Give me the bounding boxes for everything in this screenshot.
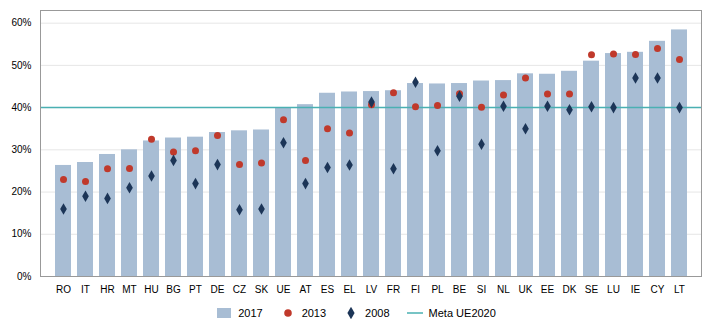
svg-text:UK: UK	[519, 284, 533, 295]
svg-text:CY: CY	[651, 284, 665, 295]
svg-text:60%: 60%	[11, 17, 31, 28]
svg-text:30%: 30%	[11, 144, 31, 155]
svg-text:DE: DE	[211, 284, 225, 295]
svg-text:NL: NL	[497, 284, 510, 295]
svg-text:MT: MT	[122, 284, 136, 295]
html-text:Meta UE2020: Meta UE2020	[428, 307, 496, 319]
svg-text:PT: PT	[189, 284, 202, 295]
svg-text:20%: 20%	[11, 186, 31, 197]
svg-text:PL: PL	[431, 284, 444, 295]
svg-text:BG: BG	[166, 284, 181, 295]
svg-text:IE: IE	[631, 284, 641, 295]
svg-text:SK: SK	[255, 284, 269, 295]
html-text:2013: 2013	[301, 307, 327, 319]
html-text:2017: 2017	[238, 307, 263, 319]
svg-text:RO: RO	[56, 284, 71, 295]
svg-text:EE: EE	[541, 284, 555, 295]
svg-text:SE: SE	[585, 284, 599, 295]
svg-text:50%: 50%	[11, 60, 31, 71]
svg-text:HU: HU	[144, 284, 158, 295]
svg-text:DK: DK	[563, 284, 577, 295]
svg-text:10%: 10%	[11, 228, 31, 239]
svg-text:0%: 0%	[17, 271, 32, 282]
svg-text:IT: IT	[81, 284, 90, 295]
svg-text:BE: BE	[453, 284, 467, 295]
svg-text:UE: UE	[277, 284, 291, 295]
svg-text:SI: SI	[477, 284, 486, 295]
html-text:2008: 2008	[365, 307, 390, 319]
svg-text:FI: FI	[411, 284, 420, 295]
svg-text:HR: HR	[100, 284, 114, 295]
svg-text:CZ: CZ	[233, 284, 246, 295]
svg-text:LV: LV	[366, 284, 378, 295]
svg-text:ES: ES	[321, 284, 335, 295]
svg-text:AT: AT	[299, 284, 311, 295]
svg-text:EL: EL	[343, 284, 356, 295]
svg-text:LT: LT	[674, 284, 685, 295]
svg-text:FR: FR	[387, 284, 400, 295]
svg-text:40%: 40%	[11, 102, 31, 113]
svg-text:LU: LU	[607, 284, 620, 295]
